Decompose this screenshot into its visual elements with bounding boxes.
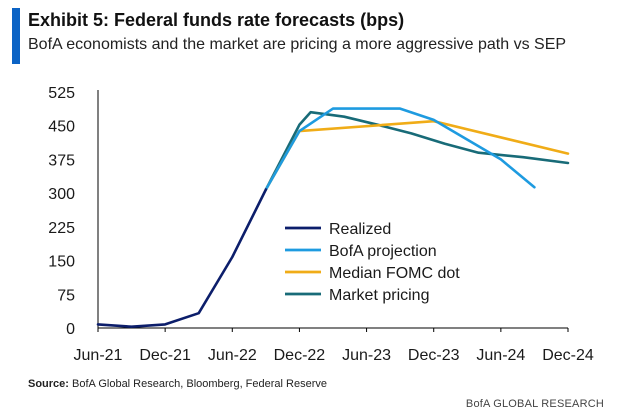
x-tick-label: Dec-21 <box>139 347 191 364</box>
y-tick-label: 450 <box>48 119 75 136</box>
y-tick-label: 525 <box>48 85 75 102</box>
y-tick-label: 150 <box>48 254 75 271</box>
legend-label: Median FOMC dot <box>329 265 460 282</box>
legend-label: BofA projection <box>329 243 437 260</box>
source-note: Source: BofA Global Research, Bloomberg,… <box>28 378 327 390</box>
chart-title: Exhibit 5: Federal funds rate forecasts … <box>28 10 405 30</box>
legend-label: Realized <box>329 221 391 238</box>
x-tick-label: Jun-24 <box>476 347 525 364</box>
series-line-median-fomc-dot <box>264 119 570 191</box>
series-line-realized <box>96 188 268 329</box>
x-tick-label: Jun-21 <box>74 347 123 364</box>
x-tick-label: Dec-23 <box>408 347 460 364</box>
legend-label: Market pricing <box>329 287 429 304</box>
y-tick-label: 300 <box>48 186 75 203</box>
brand-footer: BofA GLOBAL RESEARCH <box>465 398 604 410</box>
chart-subtitle: BofA economists and the market are prici… <box>28 36 567 53</box>
y-tick-label: 0 <box>66 321 75 338</box>
series-line-bofa-projection <box>264 107 536 191</box>
source-text: BofA Global Research, Bloomberg, Federal… <box>72 378 327 390</box>
series-line-market-pricing <box>264 110 570 191</box>
y-tick-label: 375 <box>48 152 75 169</box>
title-accent-bar <box>12 8 20 64</box>
source-label: Source: <box>28 378 69 390</box>
y-tick-label: 75 <box>57 287 75 304</box>
x-tick-label: Dec-24 <box>542 347 594 364</box>
x-tick-label: Jun-23 <box>342 347 391 364</box>
x-tick-label: Jun-22 <box>208 347 257 364</box>
y-tick-label: 225 <box>48 220 75 237</box>
x-tick-label: Dec-22 <box>274 347 326 364</box>
